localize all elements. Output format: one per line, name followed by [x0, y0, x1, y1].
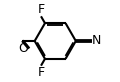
Text: O: O	[18, 42, 28, 55]
Text: N: N	[92, 35, 101, 47]
Text: F: F	[37, 3, 45, 16]
Text: F: F	[37, 66, 45, 79]
